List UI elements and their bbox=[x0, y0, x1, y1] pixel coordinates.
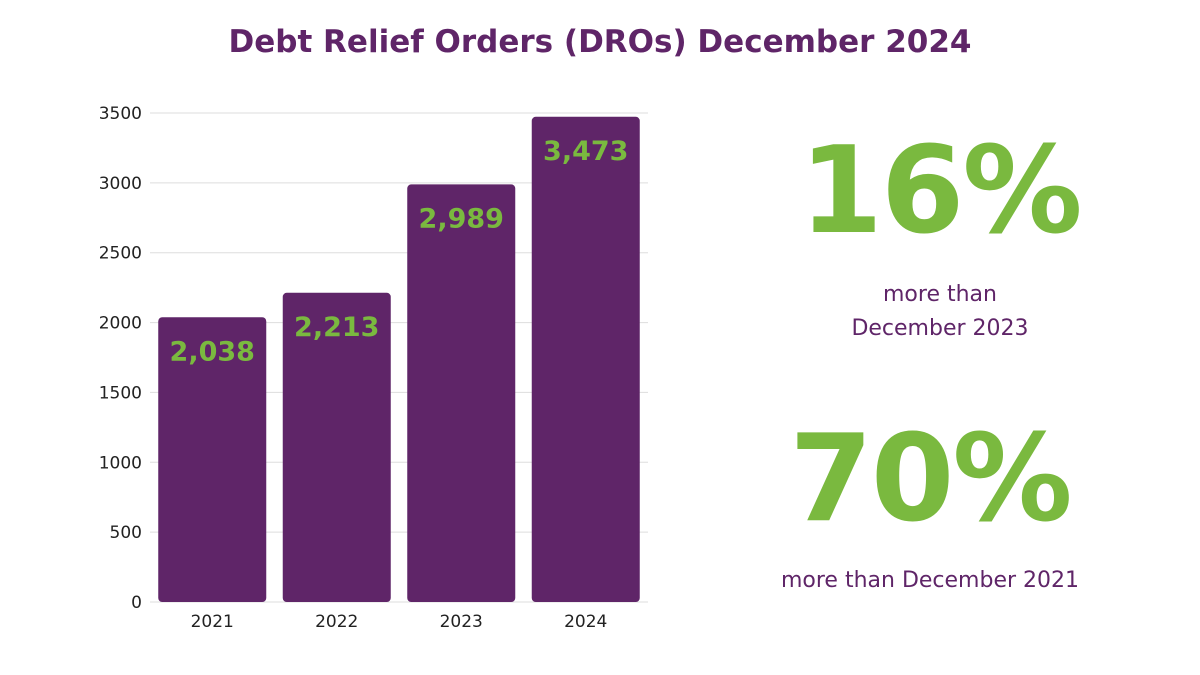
x-tick-label: 2021 bbox=[191, 612, 234, 632]
data-label-2021: 2,038 bbox=[170, 336, 255, 367]
y-tick-label: 2500 bbox=[99, 244, 142, 264]
bar-2021 bbox=[158, 317, 267, 602]
x-axis: 2021 2022 2023 2024 bbox=[191, 612, 608, 632]
data-label-2023: 2,989 bbox=[419, 203, 504, 234]
y-tick-label: 3000 bbox=[99, 174, 142, 194]
stat-text-1: more than December 2023 bbox=[851, 282, 1029, 341]
y-tick-label: 3500 bbox=[99, 104, 142, 124]
y-tick-label: 2000 bbox=[99, 314, 142, 334]
y-tick-label: 1000 bbox=[99, 453, 142, 473]
data-label-2022: 2,213 bbox=[294, 312, 379, 343]
data-label-2024: 3,473 bbox=[543, 136, 628, 167]
y-tick-label: 500 bbox=[110, 523, 142, 543]
stat-block-2: 70% more than December 2021 bbox=[720, 420, 1140, 598]
x-tick-label: 2022 bbox=[315, 612, 358, 632]
bar-2024 bbox=[531, 116, 640, 603]
bars: 2,038 2,213 2,989 3,473 bbox=[158, 116, 640, 603]
stat-block-1: 16% more than December 2023 bbox=[730, 132, 1150, 346]
bar-2022 bbox=[282, 292, 391, 602]
x-tick-label: 2024 bbox=[564, 612, 607, 632]
y-axis: 0 500 1000 1500 2000 2500 3000 3500 bbox=[99, 104, 142, 613]
x-tick-label: 2023 bbox=[440, 612, 483, 632]
y-tick-label: 0 bbox=[131, 593, 142, 613]
stat-value-1: 16% bbox=[799, 122, 1082, 261]
y-tick-label: 1500 bbox=[99, 383, 142, 403]
stat-value-2: 70% bbox=[789, 410, 1072, 549]
stat-text-2: more than December 2021 bbox=[780, 568, 1080, 593]
chart-title: Debt Relief Orders (DROs) December 2024 bbox=[228, 24, 972, 60]
bar-2023 bbox=[407, 184, 516, 603]
